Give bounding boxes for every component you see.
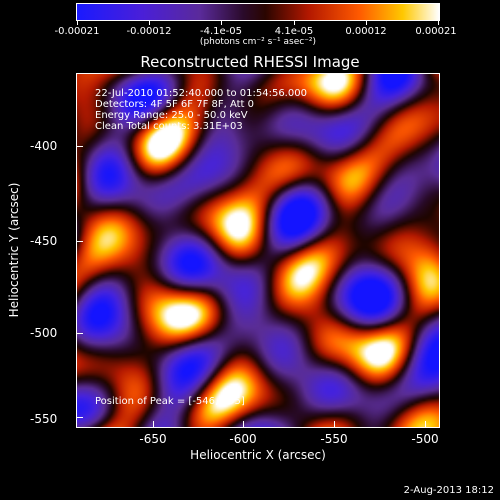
x-tick-label: -500	[411, 432, 439, 446]
info-energy-range: Energy Range: 25.0 - 50.0 keV	[95, 110, 248, 121]
info-detectors: Detectors: 4F 5F 6F 7F 8F, Att 0	[95, 99, 255, 110]
info-time-range: 22-Jul-2010 01:52:40.000 to 01:54:56.000	[95, 88, 307, 99]
colorbar-tick	[221, 20, 222, 25]
colorbar	[76, 3, 440, 21]
info-total-counts: Clean Total counts: 3.31E+03	[95, 121, 243, 132]
colorbar-tick-label: -0.00021	[54, 26, 100, 37]
colorbar-tick-label: 0.00021	[415, 26, 457, 37]
heatmap-image	[77, 74, 439, 427]
plot-area: 22-Jul-2010 01:52:40.000 to 01:54:56.000…	[76, 73, 440, 428]
x-tick	[153, 421, 154, 428]
chart-title: Reconstructed RHESSI Image	[140, 53, 360, 71]
x-tick-label: -600	[229, 432, 257, 446]
colorbar-tick	[366, 20, 367, 25]
y-axis-label: Heliocentric Y (arcsec)	[7, 182, 21, 318]
colorbar-tick	[149, 20, 150, 25]
y-tick	[76, 146, 83, 147]
y-tick-label: -450	[30, 234, 58, 248]
y-tick-label: -550	[30, 412, 58, 426]
peak-position-label: Position of Peak = [-546,-495]	[95, 396, 245, 407]
x-tick	[243, 421, 244, 428]
colorbar-tick	[438, 20, 439, 25]
y-tick-label: -400	[30, 139, 58, 153]
colorbar-tick-label: -0.00012	[126, 26, 172, 37]
x-tick-label: -650	[139, 432, 167, 446]
x-tick	[425, 421, 426, 428]
y-tick	[76, 417, 83, 418]
colorbar-tick-label: 4.1e-05	[274, 26, 314, 37]
x-tick	[334, 421, 335, 428]
y-tick-label: -500	[30, 326, 58, 340]
colorbar-tick	[77, 20, 78, 25]
y-tick	[76, 333, 83, 334]
x-axis-label: Heliocentric X (arcsec)	[190, 448, 326, 462]
colorbar-tick-label: -4.1e-05	[200, 26, 242, 37]
x-tick-label: -550	[320, 432, 348, 446]
timestamp: 2-Aug-2013 18:12	[403, 485, 494, 496]
colorbar-unit: (photons cm⁻² s⁻¹ asec⁻²)	[199, 37, 317, 47]
colorbar-tick-label: 0.00012	[345, 26, 387, 37]
colorbar-tick	[294, 20, 295, 25]
y-tick	[76, 241, 83, 242]
